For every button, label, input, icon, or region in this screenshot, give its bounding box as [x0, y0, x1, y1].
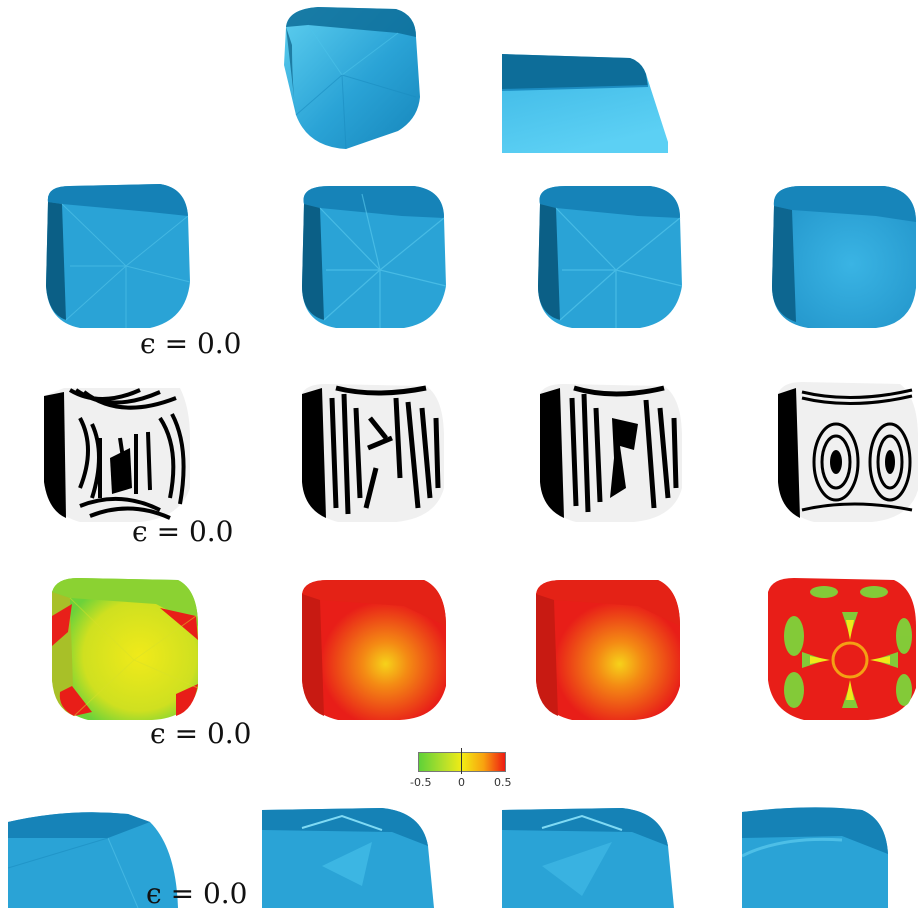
zoom-detail-3: [502, 806, 674, 908]
zebra-cube-1: [40, 378, 192, 524]
zebra-cube-3: [534, 378, 686, 524]
curvature-cube-1: [48, 576, 200, 722]
curvature-cube-4: [764, 576, 918, 722]
shaded-cube-3: [532, 182, 684, 330]
colorbar-max-label: 0.5: [494, 776, 512, 789]
colorbar-min-label: -0.5: [410, 776, 432, 789]
base-cube-zoom: [502, 50, 668, 153]
zebra-cube-4: [772, 378, 918, 524]
epsilon-label-row2: ϵ = 0.0: [132, 515, 234, 548]
zoom-detail-2: [262, 806, 434, 908]
curvature-cube-2: [296, 576, 448, 722]
zoom-detail-4: [742, 806, 888, 908]
shaded-cube-4: [766, 182, 918, 330]
zebra-cube-2: [296, 378, 448, 524]
epsilon-label-row1: ϵ = 0.0: [140, 327, 242, 360]
colorbar-mid-label: 0: [458, 776, 465, 789]
epsilon-label-row4: ϵ = 0.0: [146, 877, 248, 910]
curvature-cube-3: [530, 576, 682, 722]
shaded-cube-1: [40, 182, 192, 330]
curvature-colorbar: -0.5 0 0.5: [410, 748, 512, 792]
base-cube-view: [278, 5, 423, 151]
shaded-cube-2: [296, 182, 448, 330]
zoom-detail-1: [8, 808, 178, 908]
colorbar-zero-tick: [461, 748, 462, 774]
colorbar-gradient: [418, 752, 506, 772]
epsilon-label-row3: ϵ = 0.0: [150, 717, 252, 750]
